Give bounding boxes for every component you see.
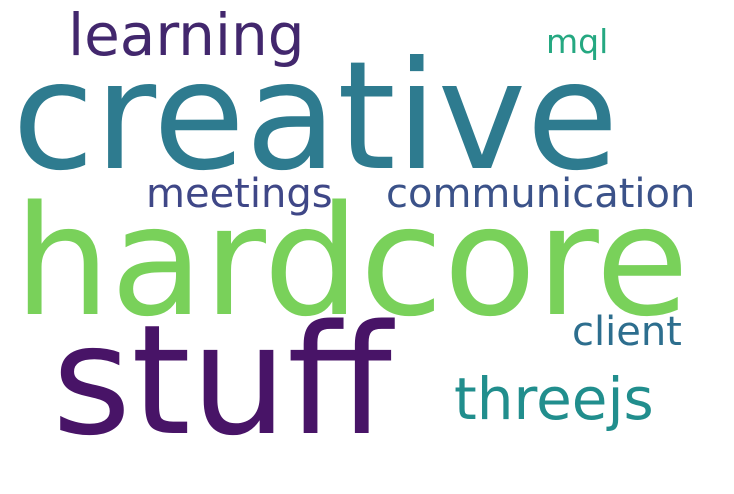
word-stuff: stuff — [52, 292, 392, 469]
word-communication: communication — [386, 171, 696, 217]
word-mql: mql — [546, 22, 609, 61]
word-learning: learning — [68, 1, 305, 69]
word-creative: creative — [12, 30, 619, 204]
word-meetings: meetings — [146, 171, 333, 217]
word-client: client — [572, 309, 682, 355]
word-threejs: threejs — [454, 365, 654, 433]
word-hardcore: hardcore — [14, 173, 690, 350]
